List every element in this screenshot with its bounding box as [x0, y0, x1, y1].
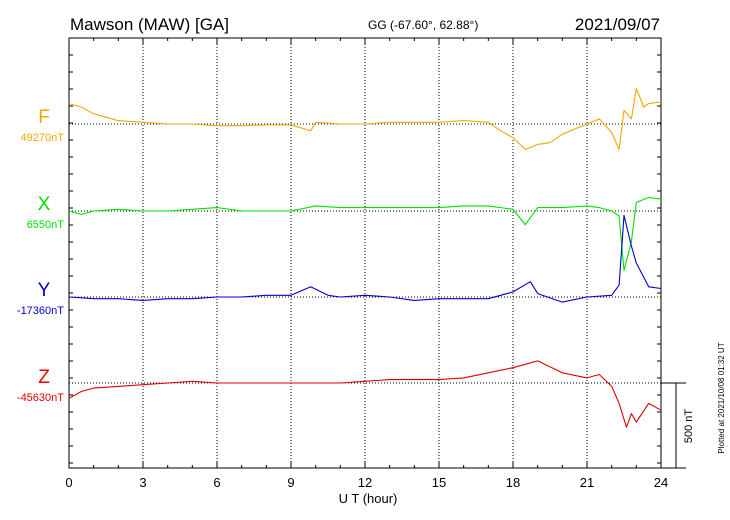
x-tick-label: 15	[432, 475, 446, 490]
trace-z	[68, 360, 662, 428]
grid-lines	[142, 38, 588, 468]
series-name-z: Z	[38, 367, 50, 388]
date-label: 2021/09/07	[575, 15, 660, 34]
trace-x	[68, 196, 662, 272]
station-title: Mawson (MAW) [GA]	[70, 15, 229, 34]
scale-bar-label: 500 nT	[683, 409, 695, 444]
coordinates-label: GG (-67.60°, 62.88°)	[368, 18, 478, 32]
x-tick-label: 12	[358, 475, 372, 490]
baseline-value-x: 6550nT	[27, 219, 65, 231]
baseline-value-f: 49270nT	[21, 132, 65, 144]
x-tick-label: 18	[506, 475, 520, 490]
scale-bar	[661, 382, 686, 469]
x-axis-label: U T (hour)	[339, 491, 398, 506]
plotted-timestamp: Plotted at 2021/10/08 01:32 UT	[717, 342, 726, 453]
series-labels: F 49270nT X 6550nT Y -17360nT Z -45630nT	[17, 107, 64, 404]
baseline-value-y: -17360nT	[17, 305, 64, 317]
series-name-f: F	[38, 107, 50, 128]
series-name-y: Y	[38, 280, 51, 301]
x-tick-label: 3	[139, 475, 146, 490]
trace-f	[68, 87, 662, 151]
x-tick-label: 24	[654, 475, 668, 490]
axis-ticks	[68, 37, 662, 468]
x-tick-label: 6	[213, 475, 220, 490]
x-tick-label: 0	[65, 475, 72, 490]
plot-frame	[68, 37, 662, 469]
baseline-value-z: -45630nT	[17, 392, 64, 404]
series-traces	[68, 87, 662, 428]
x-tick-label: 21	[580, 475, 594, 490]
trace-y	[68, 214, 662, 303]
x-tick-label: 9	[287, 475, 294, 490]
series-name-x: X	[38, 194, 51, 215]
x-tick-labels: 0 3 6 9 12 15 18 21 24	[65, 475, 668, 490]
